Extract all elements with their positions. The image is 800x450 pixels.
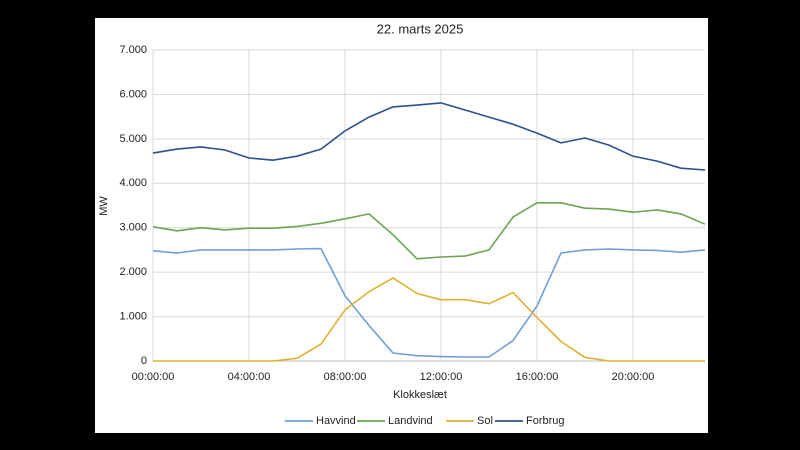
x-axis-label: Klokkeslæt xyxy=(393,389,447,401)
x-tick-label: 08:00:00 xyxy=(324,371,367,383)
y-tick-label: 2.000 xyxy=(119,266,147,278)
legend-label: Forbrug xyxy=(526,415,565,427)
y-tick-label: 1.000 xyxy=(119,310,147,322)
legend-label: Sol xyxy=(477,415,493,427)
x-tick-label: 16:00:00 xyxy=(516,371,559,383)
y-tick-label: 7.000 xyxy=(119,44,147,56)
y-tick-label: 5.000 xyxy=(119,133,147,145)
x-tick-label: 04:00:00 xyxy=(228,371,271,383)
x-tick-label: 12:00:00 xyxy=(420,371,463,383)
line-series xyxy=(152,247,706,358)
line-series xyxy=(152,202,706,260)
y-tick-label: 3.000 xyxy=(119,222,147,234)
chart-title: 22. marts 2025 xyxy=(377,21,464,36)
chart-background xyxy=(95,18,708,433)
line-series xyxy=(153,277,705,362)
x-tick-label: 20:00:00 xyxy=(612,371,655,383)
y-tick-label: 4.000 xyxy=(119,177,147,189)
legend-label: Landvind xyxy=(388,415,433,427)
y-tick-label: 6.000 xyxy=(119,88,147,100)
y-axis-label: MW xyxy=(98,196,110,216)
legend-label: Havvind xyxy=(316,415,356,427)
x-tick-label: 00:00:00 xyxy=(132,371,175,383)
line-series xyxy=(152,102,706,171)
y-tick-label: 0 xyxy=(141,355,147,367)
